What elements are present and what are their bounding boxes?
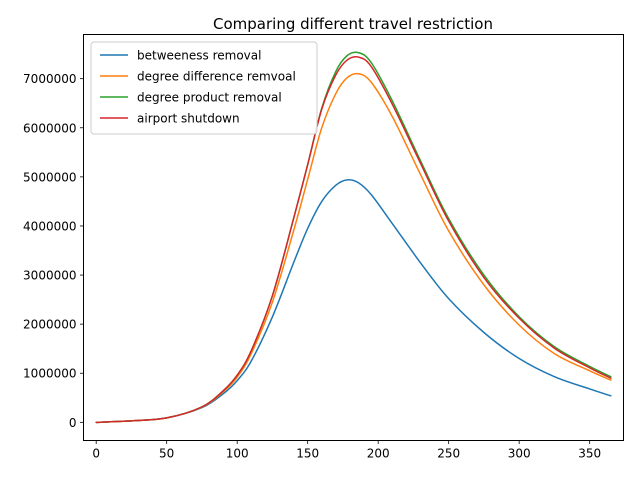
y-tick-label: 5000000: [23, 170, 76, 184]
x-axis: 0 50 100 150 200 250 300 350: [92, 440, 601, 461]
x-tick-label: 0: [92, 447, 100, 461]
legend-label: degree product removal: [137, 91, 282, 105]
chart-title: Comparing different travel restriction: [213, 15, 493, 33]
y-tick-label: 7000000: [23, 72, 76, 86]
series-line-1: [95, 178, 612, 424]
x-tick-label: 100: [226, 447, 249, 461]
plot-lines: [95, 51, 612, 424]
y-axis: 0 1000000 2000000 3000000 4000000 5000000 6000…: [23, 72, 84, 430]
legend-box: [90, 41, 318, 135]
x-tick-label: 50: [159, 447, 174, 461]
x-tick-label: 250: [437, 447, 460, 461]
series-line-4: [95, 55, 612, 424]
y-tick-label: 4000000: [23, 219, 76, 233]
y-tick-label: 1000000: [23, 367, 76, 381]
legend: betweeness removal degree difference remv…: [90, 41, 318, 135]
x-tick-label: 350: [578, 447, 601, 461]
y-tick-label: 6000000: [23, 121, 76, 135]
y-tick-label: 2000000: [23, 318, 76, 332]
axes-frame: [83, 34, 624, 441]
legend-label: airport shutdown: [137, 112, 240, 126]
legend-label: betweeness removal: [137, 49, 261, 63]
legend-label: degree difference remvoal: [137, 70, 296, 84]
y-tick-label: 0: [69, 416, 77, 430]
x-tick-label: 300: [508, 447, 531, 461]
y-tick-label: 3000000: [23, 269, 76, 283]
x-tick-label: 150: [296, 447, 319, 461]
x-tick-label: 200: [367, 447, 390, 461]
